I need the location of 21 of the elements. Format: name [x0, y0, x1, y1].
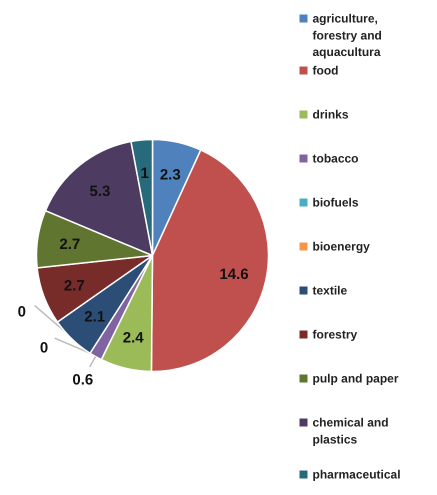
data-label: 1	[140, 164, 149, 182]
legend-label: pharmaceutical	[312, 468, 401, 482]
text: 0	[40, 340, 48, 357]
data-label: 0.6	[72, 372, 94, 389]
legend-label: forestry	[312, 328, 358, 342]
data-label: 5.3	[90, 183, 110, 200]
data-label: 2.4	[122, 329, 144, 346]
data-label: 14.6	[219, 266, 249, 284]
data-label: 2.7	[59, 236, 80, 253]
text: 0	[18, 304, 26, 321]
legend-label: chemical and plastics	[312, 416, 389, 446]
legend-label: tobacco	[312, 152, 359, 166]
legend-label: biofuels	[312, 196, 359, 210]
legend-label: pulp and paper	[312, 372, 399, 386]
legend-label: food	[312, 64, 338, 78]
data-label: 2.7	[64, 277, 85, 294]
legend-label: bioenergy	[312, 240, 370, 254]
data-label: 2.3	[160, 166, 181, 184]
data-label: 2.1	[84, 308, 106, 326]
legend-label: textile	[312, 284, 348, 298]
legend-label: drinks	[312, 108, 349, 122]
